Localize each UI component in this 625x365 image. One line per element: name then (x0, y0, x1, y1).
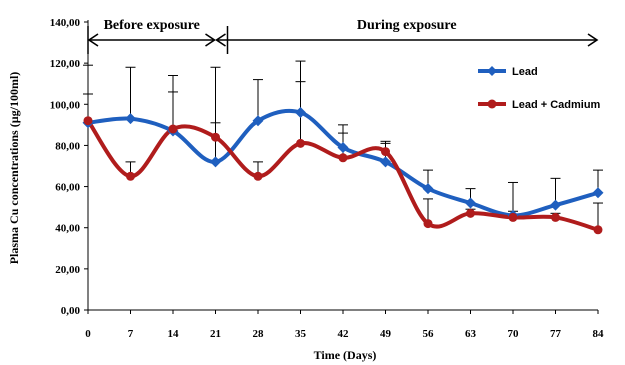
data-point-lead-cadmium (211, 132, 220, 142)
data-point-lead (422, 183, 434, 195)
y-tick-label: 40,00 (55, 223, 80, 235)
y-tick-label: 20,00 (55, 264, 80, 276)
legend-swatch-marker (487, 99, 497, 109)
y-tick-label: 120,00 (50, 58, 81, 70)
x-tick-label: 21 (210, 328, 221, 340)
error-bars (83, 60, 603, 230)
data-point-lead (380, 156, 391, 168)
data-point-lead-cadmium (593, 225, 603, 235)
data-point-lead (295, 107, 306, 119)
x-tick-label: 28 (253, 328, 265, 340)
data-point-lead (592, 187, 604, 199)
x-tick-label: 14 (168, 328, 180, 340)
y-tick-label: 0,00 (61, 305, 81, 317)
data-point-lead (210, 156, 221, 168)
data-point-lead-cadmium (551, 212, 560, 222)
x-tick-label: 63 (465, 328, 477, 340)
series-markers (82, 107, 604, 235)
legend: Lead Lead + Cadmium (478, 66, 601, 111)
x-tick-label: 7 (128, 328, 134, 340)
data-point-lead-cadmium (168, 124, 178, 134)
data-point-lead (337, 141, 349, 153)
phase-annotations: Before exposure During exposure (87, 18, 599, 54)
x-tick-label: 42 (338, 328, 350, 340)
y-tick-label: 140,00 (50, 17, 81, 29)
data-point-lead (465, 197, 476, 209)
data-point-lead-cadmium (126, 171, 135, 181)
data-point-lead (252, 115, 264, 127)
data-point-lead-cadmium (508, 212, 518, 222)
legend-swatch-marker (487, 66, 497, 76)
data-point-lead (125, 113, 136, 125)
phase-label-before: Before exposure (104, 18, 200, 33)
x-tick-label: 70 (508, 328, 520, 340)
axes (87, 20, 598, 311)
x-tick-label: 49 (380, 328, 392, 340)
phase-label-during: During exposure (357, 18, 457, 33)
y-axis-title: Plasma Cu concentrations (µg/100ml) (7, 72, 21, 265)
x-axis-title: Time (Days) (314, 348, 377, 362)
phase-arrow-head (587, 33, 599, 47)
y-tick-label: 100,00 (50, 99, 81, 111)
data-point-lead-cadmium (381, 147, 390, 157)
x-tick-label: 35 (295, 328, 307, 340)
data-point-lead-cadmium (83, 116, 93, 126)
data-point-lead-cadmium (253, 171, 263, 181)
phase-arrow-head (205, 33, 216, 47)
ticks: 0,00 20,00 40,00 60,00 80,00 100,00 120,00 140,… (50, 17, 604, 340)
y-tick-label: 80,00 (55, 140, 80, 152)
x-tick-label: 77 (550, 328, 562, 340)
data-point-lead-cadmium (423, 219, 433, 229)
data-point-lead-cadmium (466, 208, 475, 218)
phase-arrow-head (215, 33, 226, 47)
x-tick-label: 0 (85, 328, 91, 340)
data-point-lead-cadmium (338, 153, 348, 163)
x-tick-label: 84 (593, 328, 605, 340)
legend-label-lead-cadmium: Lead + Cadmium (512, 99, 601, 111)
x-tick-label: 56 (423, 328, 435, 340)
phase-arrow-head (87, 33, 99, 47)
data-point-lead-cadmium (296, 138, 305, 148)
y-tick-label: 60,00 (55, 182, 80, 194)
legend-label-lead: Lead (512, 66, 538, 78)
data-point-lead (550, 199, 561, 211)
